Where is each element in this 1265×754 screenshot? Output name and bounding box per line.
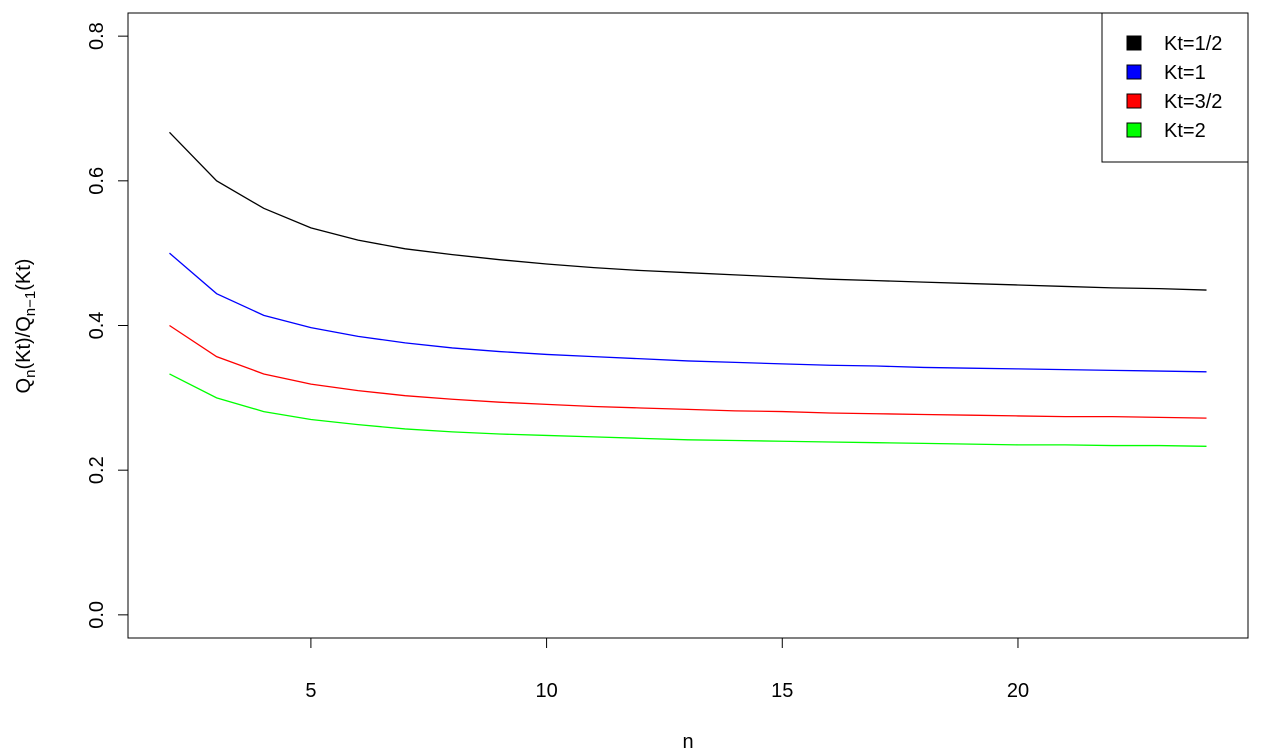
legend-swatch — [1126, 35, 1142, 51]
series-line — [169, 373, 1207, 447]
series-line — [169, 252, 1207, 373]
legend-box — [1101, 12, 1249, 163]
x-tick-label: 5 — [305, 680, 316, 702]
y-label-part: Q — [13, 378, 35, 394]
legend-swatch — [1126, 64, 1142, 80]
y-label-sub: n−1 — [22, 291, 39, 316]
x-tick-label: 20 — [1007, 680, 1029, 702]
y-label-part: (Kt) — [13, 259, 35, 291]
legend-label: Kt=1 — [1164, 62, 1206, 84]
y-tick-label: 0.6 — [86, 167, 108, 195]
x-tick-label: 10 — [535, 680, 557, 702]
series-line — [169, 324, 1207, 419]
plot-frame — [127, 12, 1249, 639]
y-label-sub: n — [22, 370, 39, 378]
y-tick-label: 0.8 — [86, 22, 108, 50]
legend-label: Kt=2 — [1164, 120, 1206, 142]
y-tick-label: 0.0 — [86, 601, 108, 629]
y-label-part: (Kt)/Q — [13, 316, 35, 369]
y-tick-label: 0.2 — [86, 456, 108, 484]
legend-swatch — [1126, 122, 1142, 138]
legend-swatch — [1126, 93, 1142, 109]
y-axis-label: Qn(Kt)/Qn−1(Kt) — [13, 259, 39, 394]
x-tick-label: 15 — [771, 680, 793, 702]
series-line — [169, 131, 1207, 291]
y-tick-label: 0.4 — [86, 312, 108, 340]
legend-label: Kt=1/2 — [1164, 33, 1222, 55]
legend-label: Kt=3/2 — [1164, 91, 1222, 113]
x-axis-label: n — [682, 731, 693, 753]
